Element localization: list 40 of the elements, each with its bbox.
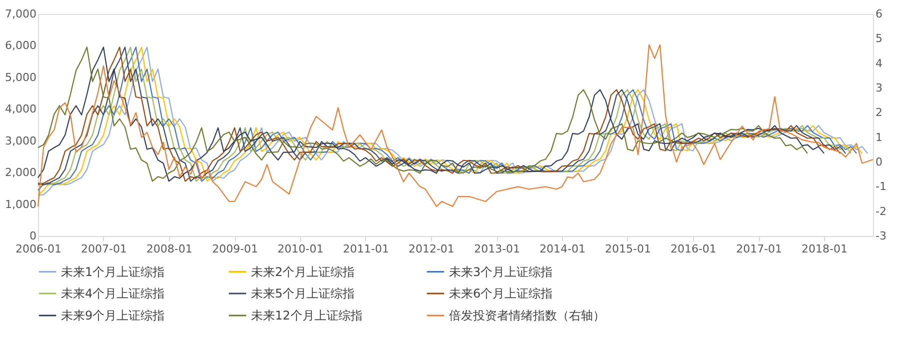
y2-tick-label: 0 bbox=[876, 156, 882, 168]
legend-label: 倍发投资者情绪指数（右轴） bbox=[449, 308, 605, 322]
x-tick-label: 2014-01 bbox=[540, 242, 586, 256]
x-tick-label: 2007-01 bbox=[80, 242, 127, 256]
y-tick-label: 3,000 bbox=[5, 134, 36, 148]
legend-label: 未来5个月上证综指 bbox=[251, 286, 355, 300]
x-tick-label: 2012-01 bbox=[408, 242, 454, 256]
y-tick-label: 1,000 bbox=[5, 198, 36, 211]
legend-label: 未来9个月上证综指 bbox=[61, 308, 165, 322]
y-tick-label: 6,000 bbox=[5, 39, 36, 52]
y2-tick-label: 4 bbox=[876, 56, 882, 70]
legend-label: 未来3个月上证综指 bbox=[449, 264, 553, 279]
x-tick-label: 2010-01 bbox=[278, 242, 324, 256]
y-tick-label: 5,000 bbox=[5, 70, 36, 84]
y-tick-label: 7,000 bbox=[5, 8, 36, 20]
legend-label: 未来6个月上证综指 bbox=[449, 286, 553, 300]
legend-label: 未来4个月上证综指 bbox=[61, 286, 165, 300]
x-tick-label: 2017-01 bbox=[736, 242, 782, 256]
y2-tick-label: 6 bbox=[876, 8, 882, 20]
x-tick-label: 2008-01 bbox=[146, 242, 192, 256]
y-tick-label: 2,000 bbox=[5, 166, 36, 180]
y2-tick-label: 1 bbox=[876, 130, 882, 144]
x-tick-label: 2016-01 bbox=[670, 242, 716, 256]
y2-tick-label: -3 bbox=[876, 230, 886, 242]
y2-tick-label: -1 bbox=[876, 180, 886, 194]
legend-label: 未来1个月上证综指 bbox=[61, 264, 165, 279]
x-tick-label: 2015-01 bbox=[605, 242, 651, 256]
x-tick-label: 2009-01 bbox=[212, 242, 258, 256]
legend-label: 未来2个月上证综指 bbox=[251, 264, 355, 279]
x-tick-label: 2006-01 bbox=[16, 242, 62, 256]
y2-tick-label: 5 bbox=[876, 32, 882, 46]
y2-tick-label: -2 bbox=[876, 204, 886, 218]
y2-tick-label: 3 bbox=[876, 82, 882, 94]
legend-label: 未来12个月上证综指 bbox=[251, 308, 362, 322]
x-tick-label: 2018-01 bbox=[802, 242, 848, 256]
x-tick-label: 2013-01 bbox=[474, 242, 520, 256]
y-tick-label: 4,000 bbox=[5, 102, 36, 116]
x-tick-label: 2011-01 bbox=[342, 242, 389, 256]
y2-tick-label: 2 bbox=[876, 106, 882, 120]
y-tick-label: 0 bbox=[30, 230, 36, 242]
